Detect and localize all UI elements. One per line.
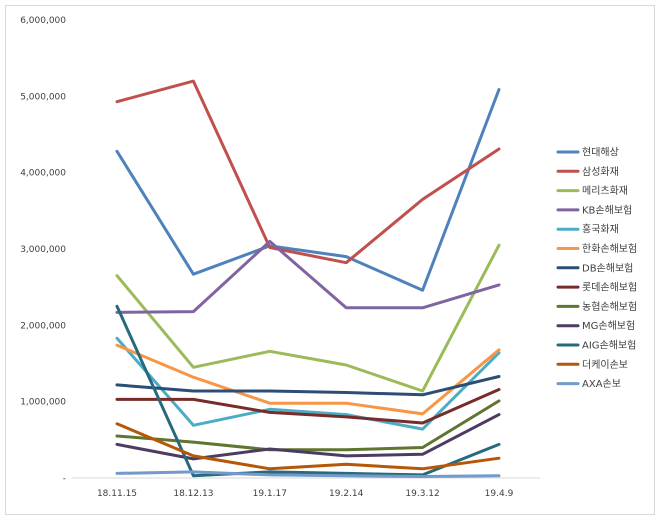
series-line-1 — [115, 88, 501, 292]
legend-label: AXA손보 — [582, 378, 621, 390]
series-line-7 — [115, 375, 501, 397]
legend-label: 메리츠화재 — [582, 185, 628, 197]
series-line-2 — [115, 79, 501, 265]
series-line-11 — [115, 304, 501, 478]
legend-label: AIG손해보험 — [582, 339, 636, 352]
x-tick-label: 18.11.15 — [97, 489, 137, 499]
legend-label: 롯데손해보험 — [582, 281, 637, 294]
legend-label: 더케이손보 — [582, 359, 628, 371]
legend-label: 흥국화재 — [582, 223, 619, 236]
legend-label: KB손해보험 — [582, 203, 632, 216]
y-tick-label: 2,000,000 — [20, 321, 66, 331]
series-line-4 — [115, 239, 501, 314]
y-tick-label: 3,000,000 — [20, 245, 66, 255]
series-line-9 — [115, 399, 501, 452]
y-axis: - 1,000,000 2,000,000 3,000,000 4,000,000 5,0… — [20, 16, 66, 484]
legend-label: MG손해보험 — [582, 319, 635, 332]
x-axis: 18.11.15 18.12.13 19.1.17 19.2.14 19.3.12 19.… — [72, 477, 540, 499]
series-line-3 — [115, 243, 501, 393]
y-tick-label: 6,000,000 — [20, 16, 66, 26]
legend-label: DB손해보험 — [582, 261, 633, 274]
series-line-6 — [115, 343, 501, 416]
x-tick-label: 19.4.9 — [485, 489, 514, 499]
y-tick-label: 5,000,000 — [20, 92, 66, 102]
series-line-12 — [115, 422, 501, 471]
series-line-8 — [115, 388, 501, 425]
series-line-13 — [115, 470, 501, 478]
x-tick-label: 19.1.17 — [253, 489, 287, 499]
y-tick-label: 4,000,000 — [20, 169, 66, 179]
legend-label: 삼성화재 — [582, 166, 619, 178]
y-tick-label: - — [63, 474, 66, 484]
x-tick-label: 19.3.12 — [405, 489, 439, 499]
legend-label: 현대해상 — [582, 146, 619, 159]
series-line-10 — [115, 413, 501, 461]
x-tick-label: 19.2.14 — [329, 489, 364, 499]
series-lines — [115, 79, 501, 478]
legend-label: 한화손해보험 — [582, 242, 637, 255]
legend-label: 농협손해보험 — [582, 300, 637, 313]
y-tick-label: 1,000,000 — [20, 398, 66, 408]
x-tick-label: 18.12.13 — [173, 489, 213, 499]
